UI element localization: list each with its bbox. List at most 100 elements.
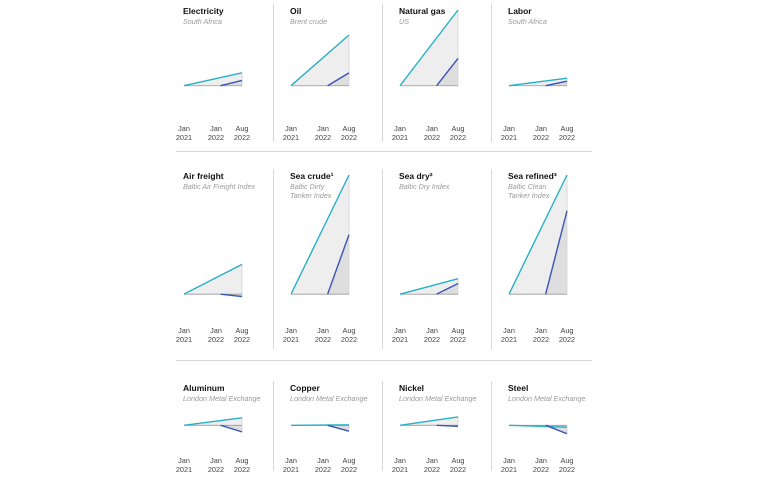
- x-tick-label: Jan 2021: [500, 326, 518, 344]
- blue-series-line: [326, 234, 350, 295]
- column-divider: [273, 4, 274, 142]
- panel-subtitle: South Africa: [183, 17, 222, 26]
- teal-series-line: [183, 263, 243, 295]
- panel-subtitle: US: [399, 17, 409, 26]
- column-divider: [491, 4, 492, 142]
- x-tick-label: Aug 2022: [233, 326, 251, 344]
- panel-title: Electricity: [183, 6, 224, 16]
- blue-series-line: [544, 210, 568, 295]
- panel-plot: [508, 424, 568, 435]
- x-tick-label: Jan 2022: [423, 456, 441, 474]
- x-tick-label: Jan 2021: [500, 456, 518, 474]
- panel-subtitle: London Metal Exchange: [183, 394, 261, 403]
- x-tick-label: Aug 2022: [449, 456, 467, 474]
- x-tick-label: Jan 2021: [175, 124, 193, 142]
- x-tick-label: Aug 2022: [340, 124, 358, 142]
- panel-subtitle: Baltic Air Freight Index: [183, 182, 256, 191]
- x-tick-label: Jan 2021: [500, 124, 518, 142]
- teal-series-line: [508, 174, 568, 295]
- x-tick-label: Jan 2021: [391, 124, 409, 142]
- x-tick-label: Jan 2021: [175, 326, 193, 344]
- blue-series-line: [327, 72, 350, 87]
- panel-title: Nickel: [399, 383, 425, 393]
- x-tick-label: Jan 2021: [282, 326, 300, 344]
- panel-plot: [183, 263, 243, 298]
- blue-series-line: [545, 424, 568, 435]
- row-divider: [176, 360, 592, 361]
- column-divider: [382, 381, 383, 471]
- panel-plot: [290, 424, 350, 432]
- blue-series-line: [220, 424, 243, 433]
- panel-plot: [399, 416, 459, 427]
- column-divider: [491, 169, 492, 349]
- x-tick-label: Jan 2021: [282, 124, 300, 142]
- panel-title: Sea crude¹: [290, 171, 334, 181]
- blue-series-line: [436, 58, 459, 87]
- panel-plot: [508, 77, 568, 87]
- blue-series-line: [327, 424, 350, 432]
- x-tick-label: Jan 2022: [207, 326, 225, 344]
- panel-title: Air freight: [183, 171, 224, 181]
- teal-series-line: [290, 34, 350, 87]
- panel-plot: [290, 174, 350, 295]
- column-divider: [382, 4, 383, 142]
- teal-series-line: [290, 174, 350, 295]
- teal-series-line: [399, 277, 459, 295]
- x-tick-label: Aug 2022: [558, 456, 576, 474]
- column-divider: [382, 169, 383, 349]
- x-tick-label: Jan 2021: [175, 456, 193, 474]
- blue-series-line: [436, 424, 459, 427]
- x-tick-label: Jan 2022: [314, 124, 332, 142]
- x-tick-label: Jan 2021: [282, 456, 300, 474]
- teal-area: [184, 264, 242, 295]
- blue-area: [220, 425, 242, 432]
- panel-title: Copper: [290, 383, 320, 393]
- x-tick-label: Aug 2022: [449, 326, 467, 344]
- x-tick-label: Jan 2022: [207, 456, 225, 474]
- panel-subtitle: Baltic Dry Index: [399, 182, 450, 191]
- panel-plot: [399, 9, 459, 87]
- x-tick-label: Aug 2022: [340, 326, 358, 344]
- x-tick-label: Jan 2022: [423, 326, 441, 344]
- x-tick-label: Aug 2022: [558, 124, 576, 142]
- teal-series-line: [183, 417, 243, 427]
- panel-subtitle: London Metal Exchange: [399, 394, 477, 403]
- x-tick-label: Aug 2022: [449, 124, 467, 142]
- blue-series-line: [436, 282, 459, 295]
- x-tick-label: Aug 2022: [233, 456, 251, 474]
- x-tick-label: Jan 2022: [532, 456, 550, 474]
- panel-title: Steel: [508, 383, 529, 393]
- panel-plot: [183, 72, 243, 87]
- x-tick-label: Jan 2021: [391, 456, 409, 474]
- teal-series-line: [508, 77, 568, 87]
- panel-subtitle: South Africa: [508, 17, 547, 26]
- panel-plot: [183, 417, 243, 433]
- column-divider: [491, 381, 492, 471]
- blue-series-line: [220, 79, 243, 87]
- x-tick-label: Jan 2022: [314, 326, 332, 344]
- x-tick-label: Jan 2022: [207, 124, 225, 142]
- column-divider: [273, 381, 274, 471]
- panel-title: Oil: [290, 6, 302, 16]
- teal-series-line: [183, 72, 243, 87]
- x-tick-label: Aug 2022: [233, 124, 251, 142]
- x-tick-label: Aug 2022: [558, 326, 576, 344]
- x-tick-label: Jan 2022: [532, 326, 550, 344]
- panel-plot: [508, 174, 568, 295]
- panel-plot: [399, 277, 459, 295]
- panel-subtitle: Baltic Clean Tanker Index: [508, 182, 550, 200]
- x-tick-label: Jan 2022: [423, 124, 441, 142]
- panel-subtitle: Brent crude: [290, 17, 328, 26]
- panel-title: Sea refined³: [508, 171, 557, 181]
- panel-title: Sea dry²: [399, 171, 433, 181]
- x-tick-label: Jan 2021: [391, 326, 409, 344]
- panel-plot: [290, 34, 350, 87]
- x-tick-label: Jan 2022: [532, 124, 550, 142]
- teal-series-line: [508, 424, 568, 428]
- blue-area: [436, 283, 458, 295]
- column-divider: [273, 169, 274, 349]
- x-tick-label: Aug 2022: [340, 456, 358, 474]
- panel-subtitle: Baltic Dirty Tanker Index: [290, 182, 332, 200]
- x-tick-label: Jan 2022: [314, 456, 332, 474]
- blue-series-line: [545, 80, 568, 87]
